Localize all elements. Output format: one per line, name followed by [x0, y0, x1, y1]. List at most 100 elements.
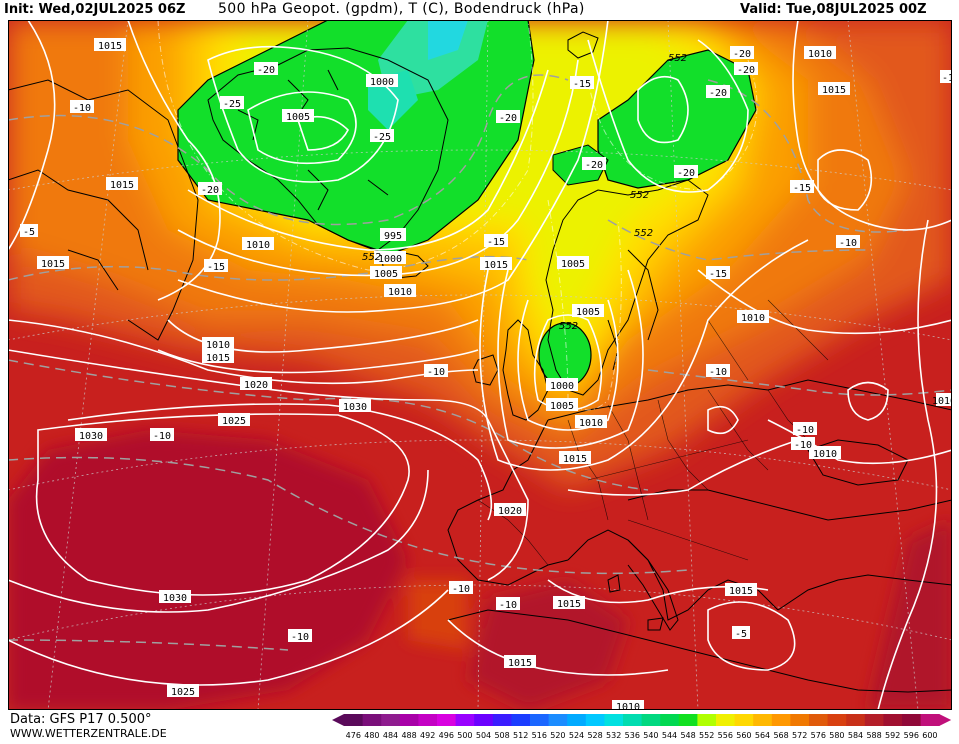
legend-swatch	[864, 714, 884, 726]
temp-label: -10	[499, 600, 517, 611]
site-credit: WWW.WETTERZENTRALE.DE	[10, 727, 167, 740]
isobar-label: 1030	[79, 431, 103, 442]
isobar-label: 1005	[374, 269, 398, 280]
legend-swatch	[809, 714, 828, 726]
isobar-label: 1020	[244, 380, 268, 391]
temp-label: -1	[942, 73, 952, 84]
temp-label: -5	[735, 629, 747, 640]
legend-tick-label: 596	[904, 731, 919, 740]
legend-tick-label: 560	[736, 731, 751, 740]
isobar-label: 1000	[370, 77, 394, 88]
isobar-label: 1030	[343, 402, 367, 413]
temp-label: -20	[737, 65, 755, 76]
legend-swatch	[623, 714, 642, 726]
isobar-label: 1015	[41, 259, 65, 270]
temp-label: -15	[487, 237, 505, 248]
legend-swatch	[474, 714, 494, 726]
legend-swatch	[455, 714, 475, 726]
temp-label: -20	[499, 113, 517, 124]
legend-swatch	[604, 714, 624, 726]
legend-tick-label: 576	[811, 731, 826, 740]
isobar-label: 1005	[576, 307, 600, 318]
color-legend: 476 480 484 488 492 496 500 504 508 512 516 520 524 5…	[330, 712, 958, 744]
isobar-label: 1010	[579, 418, 603, 429]
legend-swatch	[381, 714, 401, 726]
legend-swatch	[418, 714, 438, 726]
isobar-label: 1010	[741, 313, 765, 324]
legend-swatch	[362, 714, 382, 726]
legend-swatch	[771, 714, 791, 726]
legend-swatch	[920, 714, 940, 726]
legend-tick-label: 544	[662, 731, 677, 740]
legend-swatch	[678, 714, 698, 726]
legend-tick-label: 548	[680, 731, 695, 740]
temp-label: -5	[23, 227, 35, 238]
legend-swatch	[734, 714, 754, 726]
geopot-label: 552	[634, 228, 653, 239]
legend-swatch	[511, 714, 531, 726]
temperature-labels: -10 -20 -25 -20 -25 -20 -15 -20 -20 -5 -…	[20, 46, 952, 643]
legend-swatch	[548, 714, 568, 726]
temp-label: -10	[73, 103, 91, 114]
legend-tick-label: 476	[346, 731, 361, 740]
temp-label: -10	[709, 367, 727, 378]
isotherms	[8, 74, 952, 651]
isobar-label: 1005	[550, 401, 574, 412]
isobar-label: 1015	[98, 41, 122, 52]
legend-swatch	[827, 714, 847, 726]
legend-swatch	[399, 714, 419, 726]
map-header: Init: Wed,02JUL2025 06Z 500 hPa Geopot. …	[0, 0, 959, 20]
init-time: Init: Wed,02JUL2025 06Z	[4, 2, 186, 17]
legend-tick-label: 492	[420, 731, 435, 740]
isobar-label: 1005	[286, 112, 310, 123]
legend-tick-label: 484	[383, 731, 398, 740]
isobar-label: 1010	[206, 340, 230, 351]
isobar-label: 1015	[729, 586, 753, 597]
temp-label: -20	[257, 65, 275, 76]
isobar-label: 1005	[561, 259, 585, 270]
legend-arrow-right	[939, 714, 952, 726]
geopotential-color-field	[8, 20, 952, 710]
temp-label: -20	[677, 168, 695, 179]
legend-tick-label: 516	[532, 731, 547, 740]
data-source: Data: GFS P17 0.500°	[10, 712, 152, 727]
temp-label: -10	[427, 367, 445, 378]
geopot-label: 552	[630, 190, 649, 201]
weather-map: 1015 1015 1015 1010 1010 1015 1005 1000 …	[8, 20, 952, 710]
geopot-label: 552	[362, 252, 381, 263]
legend-tick-label: 524	[569, 731, 584, 740]
temp-label: -20	[585, 160, 603, 171]
temp-label: -20	[733, 49, 751, 60]
isobar-label: 1010	[813, 449, 837, 460]
geopot-label: 552	[559, 321, 578, 332]
legend-tick-label: 588	[866, 731, 881, 740]
legend-tick-label: 600	[922, 731, 937, 740]
legend-tick-label: 536	[625, 731, 640, 740]
legend-swatch	[492, 714, 512, 726]
temp-label: -25	[373, 132, 391, 143]
legend-tick-label: 528	[587, 731, 602, 740]
legend-tick-label: 488	[401, 731, 416, 740]
legend-tick-label: 564	[755, 731, 770, 740]
temp-label: -10	[794, 440, 812, 451]
temp-label: -15	[573, 79, 591, 90]
legend-tick-label: 520	[550, 731, 565, 740]
temp-label: -15	[793, 183, 811, 194]
isobar-label: 1015	[484, 260, 508, 271]
legend-swatch	[846, 714, 866, 726]
coastlines	[8, 31, 952, 693]
map-border	[8, 20, 952, 710]
temp-label: -20	[201, 185, 219, 196]
legend-tick-label: 504	[476, 731, 491, 740]
isobar-label: 1010	[616, 702, 640, 710]
legend-swatch	[790, 714, 810, 726]
legend-arrow-left	[332, 714, 344, 726]
isobar-label: 1015	[508, 658, 532, 669]
temp-label: -10	[153, 431, 171, 442]
isobar-label: 1010	[932, 396, 952, 407]
temp-label: -10	[796, 425, 814, 436]
isobar-label: 1030	[163, 593, 187, 604]
isobar-label: 1020	[498, 506, 522, 517]
legend-tick-label: 540	[643, 731, 658, 740]
isobar-label: 1015	[206, 353, 230, 364]
